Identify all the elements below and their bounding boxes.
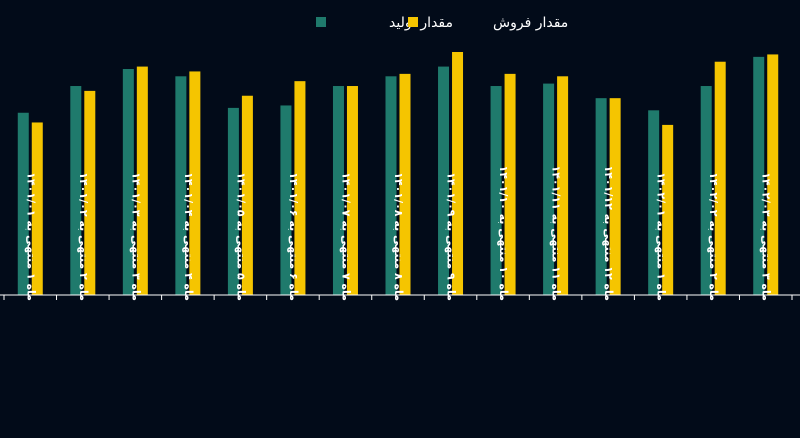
bar-production-8: [385, 76, 397, 295]
bar-sales-7: [346, 86, 358, 296]
x-tick-label: ماه ۷ منتهی به ۱۴۰۱/۰۷: [339, 172, 352, 301]
x-tick-label: ماه ۳ منتهی به ۱۴۰۲/۰۳: [760, 172, 773, 301]
bar-production-1: [17, 112, 29, 295]
bar-sales-8: [399, 73, 411, 296]
x-tick-label: ماه ۱ منتهی به ۱۴۰۲/۰۱: [655, 172, 668, 301]
bar-production-9: [438, 66, 450, 295]
x-tick-label: ماه ۹ منتهی به ۱۴۰۱/۰۹: [445, 172, 458, 301]
bar-sales-6: [294, 81, 306, 295]
legend-swatch-production: [316, 17, 326, 27]
bar-production-3: [122, 69, 134, 295]
bar-sales-1: [31, 122, 43, 295]
bar-sales-14: [714, 61, 726, 295]
bar-production-13: [648, 110, 660, 295]
bar-sales-4: [189, 71, 201, 295]
bar-sales-15: [767, 54, 779, 296]
bar-production-5: [227, 107, 239, 295]
bar-sales-2: [84, 90, 96, 295]
x-axis-ticks: [3, 295, 793, 300]
x-tick-label: ماه ۲ منتهی به ۱۴۰۲/۰۲: [707, 172, 720, 301]
bar-sales-11: [557, 76, 569, 295]
x-axis-labels: ماه ۱ منتهی به ۱۴۰۱/۰۱ ماه ۲ منتهی به ۱۴۰…: [24, 166, 772, 302]
bar-production-15: [753, 56, 765, 295]
x-tick-label: ماه ۸ منتهی به ۱۴۰۱/۰۸: [392, 172, 405, 301]
bar-sales-9: [452, 52, 464, 295]
bar-sales-3: [136, 66, 148, 295]
bar-sales-12: [609, 98, 621, 295]
bar-production-7: [332, 86, 344, 296]
x-tick-label: ماه ۱ منتهی به ۱۴۰۱/۰۱: [24, 172, 37, 301]
bars: [17, 52, 779, 296]
bar-production-11: [543, 83, 555, 295]
x-tick-label: ماه ۳ منتهی به ۱۴۰۱/۰۳: [129, 172, 142, 301]
legend-label-sales: مقدار فروش: [493, 15, 568, 31]
bar-sales-10: [504, 73, 516, 296]
bar-production-2: [70, 86, 82, 296]
x-tick-label: ماه ۱۱ منتهی به ۱۴۰۱/۱۱: [550, 166, 563, 302]
legend-label-production: مقدار تولید: [389, 15, 453, 31]
legend: مقدار تولید مقدار فروش: [316, 15, 568, 31]
bar-sales-13: [662, 124, 674, 296]
bar-production-6: [280, 105, 292, 296]
bar-production-4: [175, 76, 187, 295]
bar-production-12: [595, 98, 607, 295]
x-tick-label: ماه ۲ منتهی به ۱۴۰۱/۰۲: [77, 172, 90, 301]
bar-production-14: [700, 86, 712, 296]
bar-production-10: [490, 86, 502, 296]
x-tick-label: ماه ۶ منتهی به ۱۴۰۱/۰۶: [287, 172, 300, 301]
x-tick-label: ماه ۴ منتهی به ۱۴۰۱/۰۴: [182, 172, 195, 301]
legend-swatch-sales: [408, 17, 418, 27]
x-tick-label: ماه ۱۰ منتهی به ۱۴۰۱/۱۰: [497, 166, 510, 302]
x-tick-label: ماه ۵ منتهی به ۱۴۰۱/۰۵: [234, 172, 247, 301]
x-tick-label: ماه ۱۲ منتهی به ۱۴۰۱/۱۲: [602, 166, 615, 302]
bar-sales-5: [241, 95, 253, 296]
